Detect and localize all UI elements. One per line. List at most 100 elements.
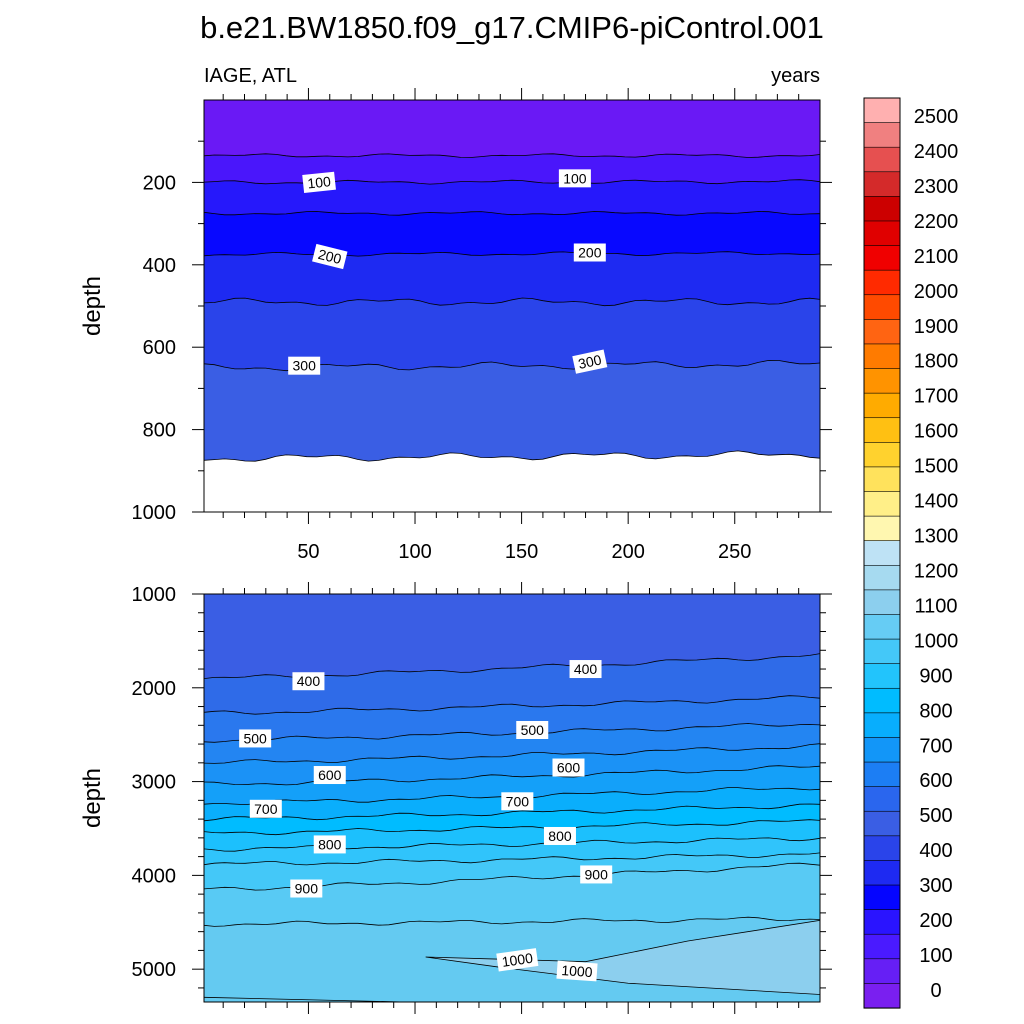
contour-line xyxy=(203,852,821,866)
contour-label-bg xyxy=(288,356,321,375)
contour-label-bg xyxy=(496,948,539,972)
y-tick-label: 4000 xyxy=(132,865,177,887)
colorbar-swatch xyxy=(863,97,901,124)
contour-label: 300 xyxy=(288,356,321,375)
colorbar-label: 2300 xyxy=(914,176,959,198)
contour-band xyxy=(204,852,820,891)
contour-label-text: 200 xyxy=(316,246,343,267)
colorbar-swatch xyxy=(863,540,901,566)
contour-label-text: 500 xyxy=(521,722,545,738)
colorbar-swatch xyxy=(863,638,901,665)
colorbar-swatch xyxy=(863,589,901,616)
colorbar-label: 300 xyxy=(919,875,952,897)
x-tick-label: 200 xyxy=(611,541,644,563)
y-tick-label: 5000 xyxy=(132,959,177,981)
contour-band xyxy=(204,251,820,306)
contour-label-bg xyxy=(556,960,598,982)
contour-label: 100 xyxy=(558,169,591,188)
contour-line xyxy=(203,743,821,764)
colorbar-swatch xyxy=(863,368,901,394)
colorbar-swatch xyxy=(863,810,901,837)
contour-line xyxy=(203,297,821,307)
y-tick-label: 200 xyxy=(143,172,176,194)
y-tick-label: 3000 xyxy=(132,772,177,794)
contour-label-text: 200 xyxy=(578,245,602,261)
contour-label-bg xyxy=(580,865,613,884)
colorbar-swatch xyxy=(863,564,901,591)
contour-label-text: 100 xyxy=(307,173,332,191)
contour-label: 400 xyxy=(292,672,325,691)
contour-line xyxy=(203,211,821,216)
contour-band xyxy=(204,723,820,764)
contour-line xyxy=(203,153,821,158)
contour-label: 200 xyxy=(312,243,348,270)
contour-label: 1000 xyxy=(496,948,539,972)
contour-label: 700 xyxy=(501,792,534,811)
contour-band xyxy=(204,179,820,216)
contour-label-text: 400 xyxy=(574,661,598,677)
contour-band xyxy=(204,837,820,865)
contour-label-bg xyxy=(552,758,585,777)
contour-label-bg xyxy=(249,799,282,818)
contour-label: 700 xyxy=(249,799,282,818)
contour-line xyxy=(203,819,821,836)
colorbar-label: 100 xyxy=(919,945,952,967)
colorbar-label: 600 xyxy=(919,770,952,792)
x-tick-label: 50 xyxy=(297,541,319,563)
contour-label: 1000 xyxy=(556,960,598,982)
colorbar-label: 1800 xyxy=(914,351,959,373)
colorbar-label: 1700 xyxy=(914,386,959,408)
colorbar-swatch xyxy=(863,884,901,911)
contour-band xyxy=(204,804,820,835)
contour-band xyxy=(204,100,820,158)
contour-label-text: 900 xyxy=(295,881,319,897)
colorbar-swatch xyxy=(863,712,901,739)
contour-label: 200 xyxy=(573,243,606,262)
contour-label: 900 xyxy=(580,865,613,884)
y-tick-label: 600 xyxy=(143,337,176,359)
y-tick-label: 800 xyxy=(143,420,176,442)
contour-label-text: 1000 xyxy=(561,962,593,980)
colorbar: 0 100 200 300 400 500 600 700 800 900 1000 1100 1200… xyxy=(863,97,959,1009)
y-axis-label: depth xyxy=(79,768,106,828)
colorbar-swatch xyxy=(863,958,901,985)
contour-band xyxy=(204,819,820,852)
colorbar-swatch xyxy=(863,786,901,812)
colorbar-swatch xyxy=(863,269,901,296)
colorbar-label: 2200 xyxy=(914,211,959,233)
colorbar-label: 200 xyxy=(919,910,952,932)
y-axis-label: depth xyxy=(79,276,106,336)
contour-label-bg xyxy=(302,171,336,193)
colorbar-swatch xyxy=(863,122,901,148)
colorbar-swatch xyxy=(863,515,901,542)
contour-band xyxy=(204,360,820,462)
contour-label-bg xyxy=(313,766,346,785)
colorbar-label: 500 xyxy=(919,805,952,827)
contour-band xyxy=(204,765,820,805)
contour-label-bg xyxy=(543,826,576,845)
colorbar-swatch xyxy=(863,835,901,862)
colorbar-swatch xyxy=(863,343,901,370)
units-label: years xyxy=(771,65,820,87)
y-tick-label: 2000 xyxy=(132,678,177,700)
x-tick-label: 150 xyxy=(505,541,538,563)
contour-label-text: 600 xyxy=(557,760,581,776)
colorbar-label: 400 xyxy=(919,840,952,862)
colorbar-swatch xyxy=(863,319,901,345)
contour-band xyxy=(204,863,820,927)
contour-label-text: 900 xyxy=(585,866,609,882)
y-tick-label: 1000 xyxy=(132,502,177,524)
contour-line xyxy=(203,695,821,715)
y-tick-label: 1000 xyxy=(132,584,177,606)
contour-label-bg xyxy=(516,721,549,739)
colorbar-swatch xyxy=(863,392,901,419)
colorbar-swatch xyxy=(863,909,901,935)
contour-label: 500 xyxy=(239,729,272,748)
colorbar-swatch xyxy=(863,294,901,320)
colorbar-label: 1000 xyxy=(914,630,959,652)
contour-label-bg xyxy=(292,672,325,691)
y-tick-label: 400 xyxy=(143,255,176,277)
colorbar-swatch xyxy=(863,220,901,247)
contour-label: 600 xyxy=(313,766,346,785)
